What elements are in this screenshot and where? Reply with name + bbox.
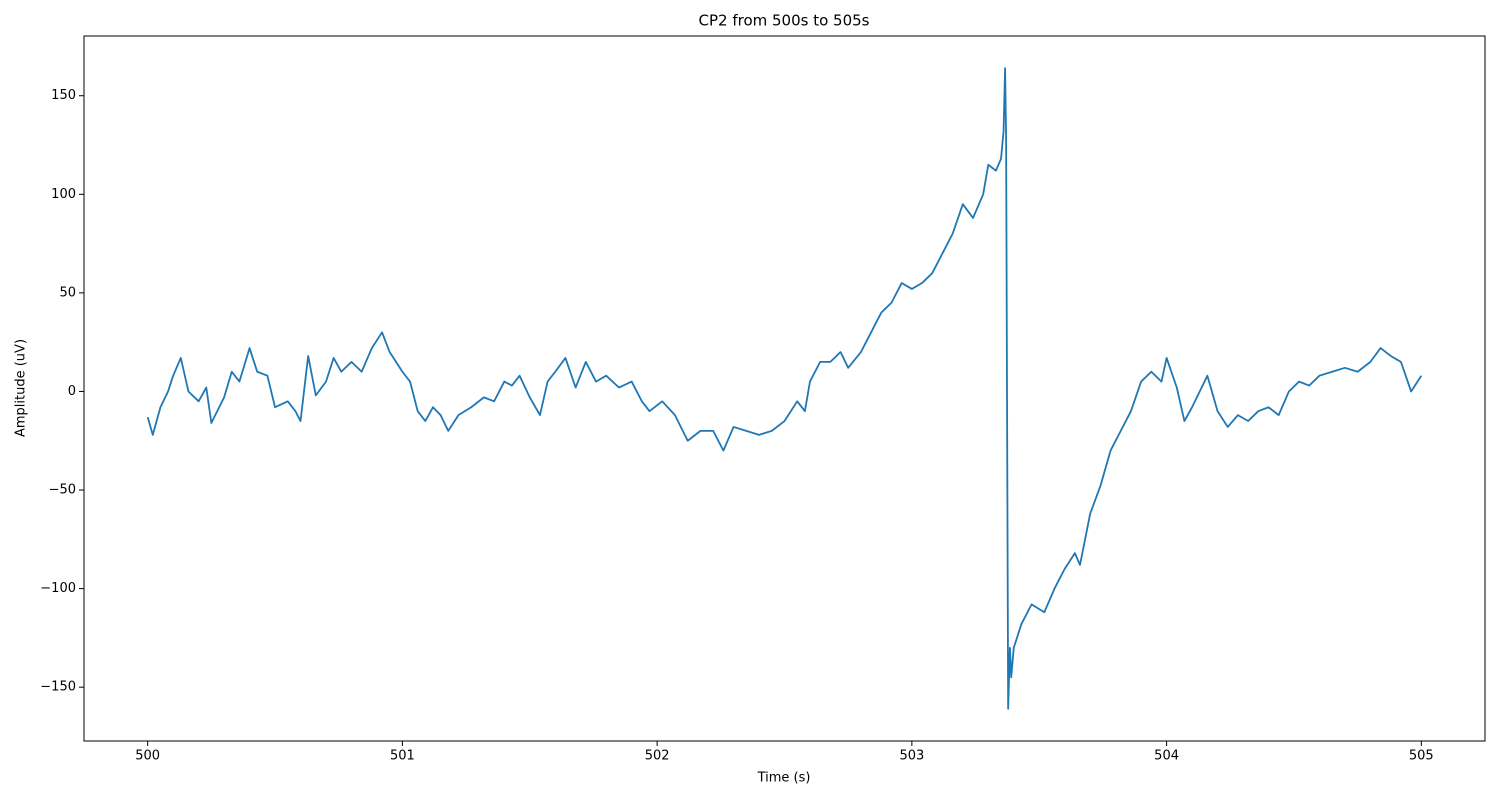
x-tick-label: 502 xyxy=(645,749,670,764)
x-tick-label: 505 xyxy=(1409,749,1434,764)
y-axis-label: Amplitude (uV) xyxy=(14,339,29,437)
chart-title: CP2 from 500s to 505s xyxy=(699,12,870,30)
y-tick-label: 150 xyxy=(51,88,76,103)
x-tick-label: 501 xyxy=(390,749,415,764)
y-tick-label: 50 xyxy=(59,285,76,300)
y-tick-label: −50 xyxy=(49,483,76,498)
y-tick-label: 100 xyxy=(51,187,76,202)
data-line xyxy=(146,67,1423,710)
x-tick-label: 504 xyxy=(1154,749,1179,764)
y-tick-label: −150 xyxy=(40,680,76,695)
x-tick-label: 503 xyxy=(899,749,924,764)
x-axis-label: Time (s) xyxy=(757,771,811,786)
x-tick-label: 500 xyxy=(135,749,160,764)
y-tick-label: −100 xyxy=(40,581,76,596)
plot-frame xyxy=(83,35,1486,742)
y-tick-label: 0 xyxy=(68,384,76,399)
